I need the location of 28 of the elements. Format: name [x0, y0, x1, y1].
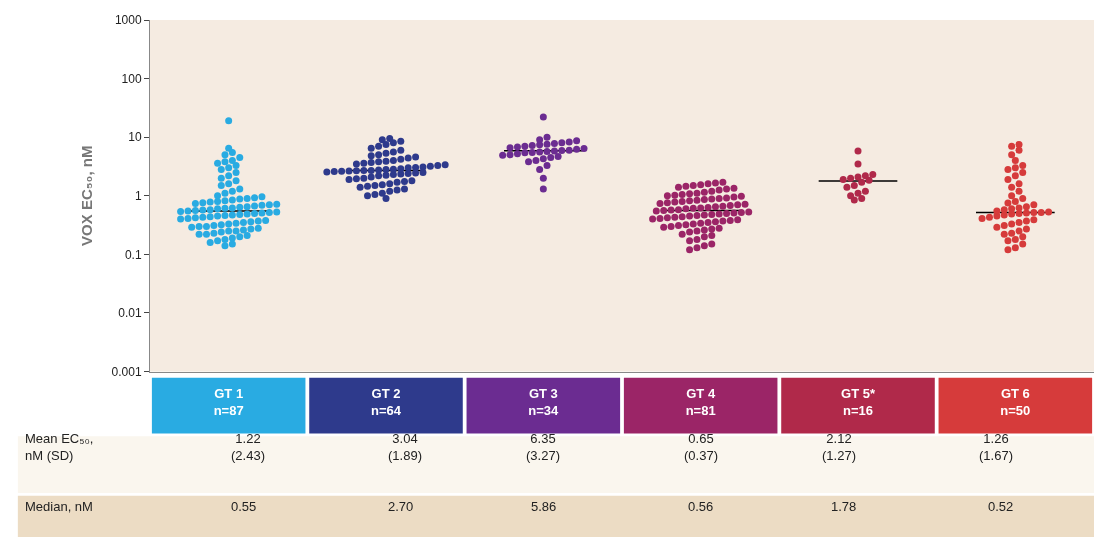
text: 1.26 (1.67): [979, 431, 1013, 463]
text: 0.55: [231, 499, 257, 514]
y-tick-label: 0.01: [118, 306, 142, 321]
text: 2.70: [388, 499, 414, 514]
text: Mean EC₅₀, nM (SD): [25, 431, 94, 463]
text: Median, nM: [25, 499, 93, 514]
y-axis-title: VOX EC₅₀, nM: [77, 145, 95, 246]
text: 3.04 (1.89): [388, 431, 422, 463]
x-tick-label: GT 1 n=87: [213, 386, 244, 419]
text: 0.56: [688, 499, 714, 514]
x-tick-label: GT 5* n=16: [841, 386, 876, 419]
y-tick-label: 0.001: [111, 364, 142, 379]
text: 5.86: [531, 499, 557, 514]
x-tick-label: GT 3 n=34: [528, 386, 560, 419]
text: 0.65 (0.37): [684, 431, 718, 463]
y-tick-label: 10: [128, 130, 142, 145]
text: 1.78: [831, 499, 857, 514]
x-tick-label: GT 4 n=81: [685, 386, 716, 419]
text: 2.12 (1.27): [822, 431, 856, 463]
text: 6.35 (3.27): [526, 431, 560, 463]
text: 0.52: [988, 499, 1014, 514]
y-tick-label: 0.1: [124, 247, 142, 262]
y-tick-label: 1000: [114, 13, 142, 28]
text: 1.22 (2.43): [231, 431, 265, 463]
y-tick-label: 1: [134, 188, 142, 203]
x-tick-label: GT 2 n=64: [371, 386, 402, 419]
x-tick-label: GT 6 n=50: [1000, 386, 1031, 419]
y-tick-label: 100: [121, 71, 142, 86]
